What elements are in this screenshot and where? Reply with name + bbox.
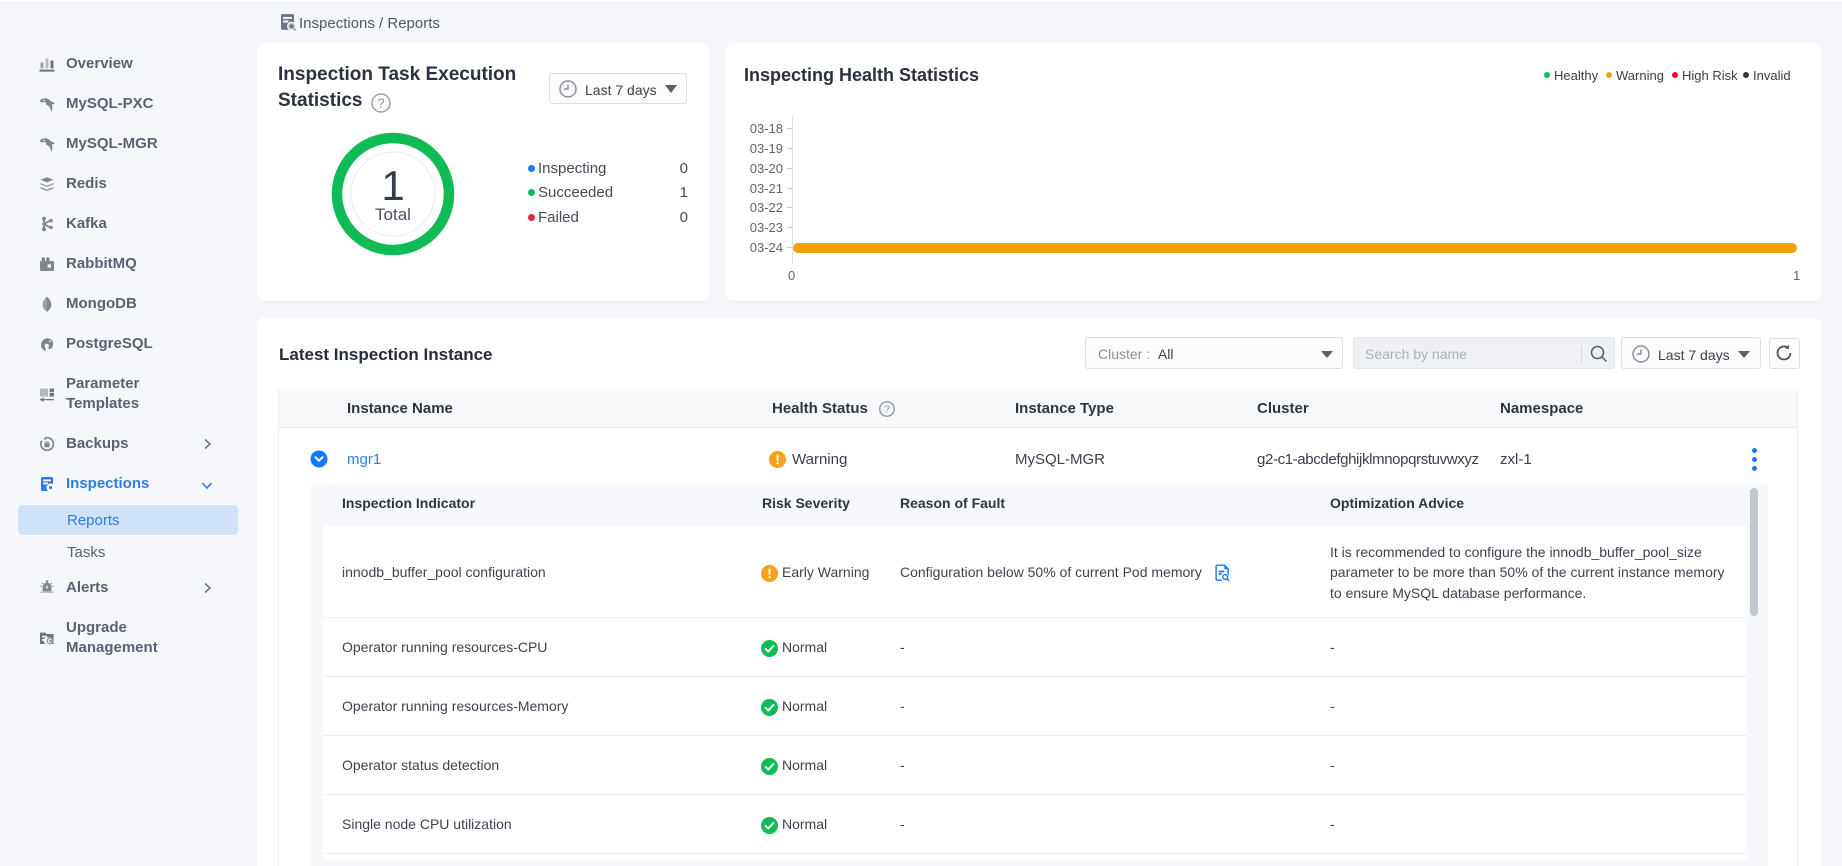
svg-text:?: ? <box>884 405 890 416</box>
svg-text:?: ? <box>377 96 384 111</box>
